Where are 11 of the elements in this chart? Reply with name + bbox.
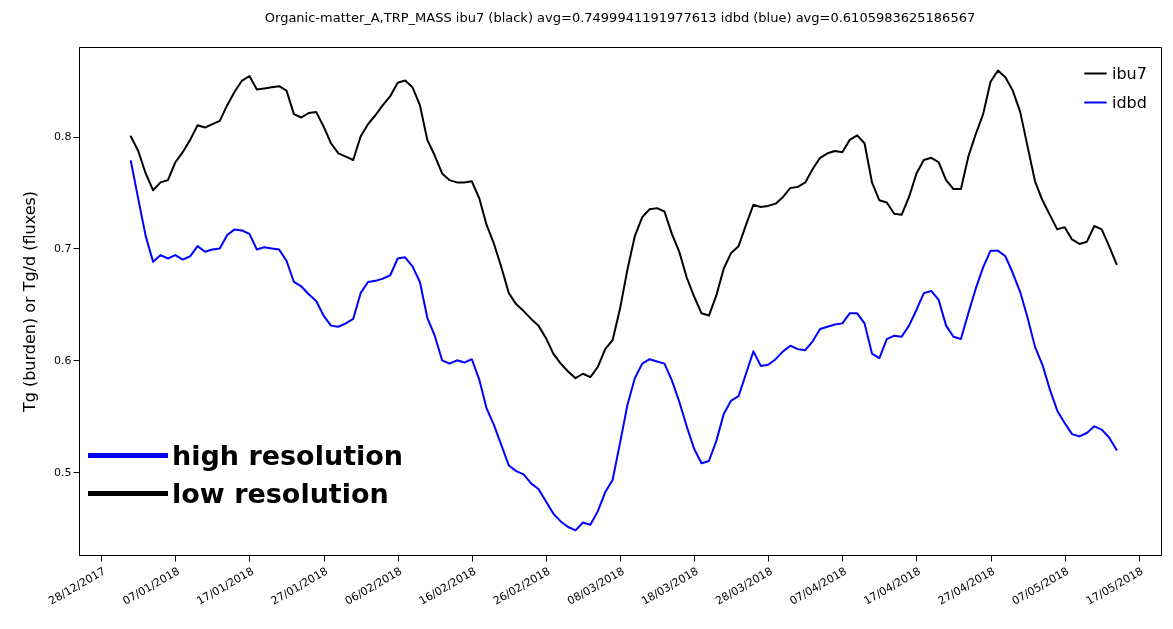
annotation: low resolution bbox=[172, 477, 389, 509]
y-tick-label: 0.8 bbox=[54, 130, 72, 144]
chart-title: Organic-matter_A,TRP_MASS ibu7 (black) avg=0.7499941191977613 idbd (blue) avg=0.6105983625186567 bbox=[264, 10, 976, 25]
y-axis-title: Tg (burden) or Tg/d (fluxes) bbox=[20, 190, 40, 414]
y-tick-label: 0.7 bbox=[54, 241, 72, 255]
line-series bbox=[129, 160, 1118, 532]
annotation: high resolution bbox=[172, 439, 404, 471]
legend-label: ibu7 bbox=[1112, 63, 1147, 83]
y-tick-label: 0.5 bbox=[54, 465, 72, 479]
y-tick-label: 0.6 bbox=[54, 353, 72, 367]
legend-label: idbd bbox=[1112, 92, 1147, 112]
